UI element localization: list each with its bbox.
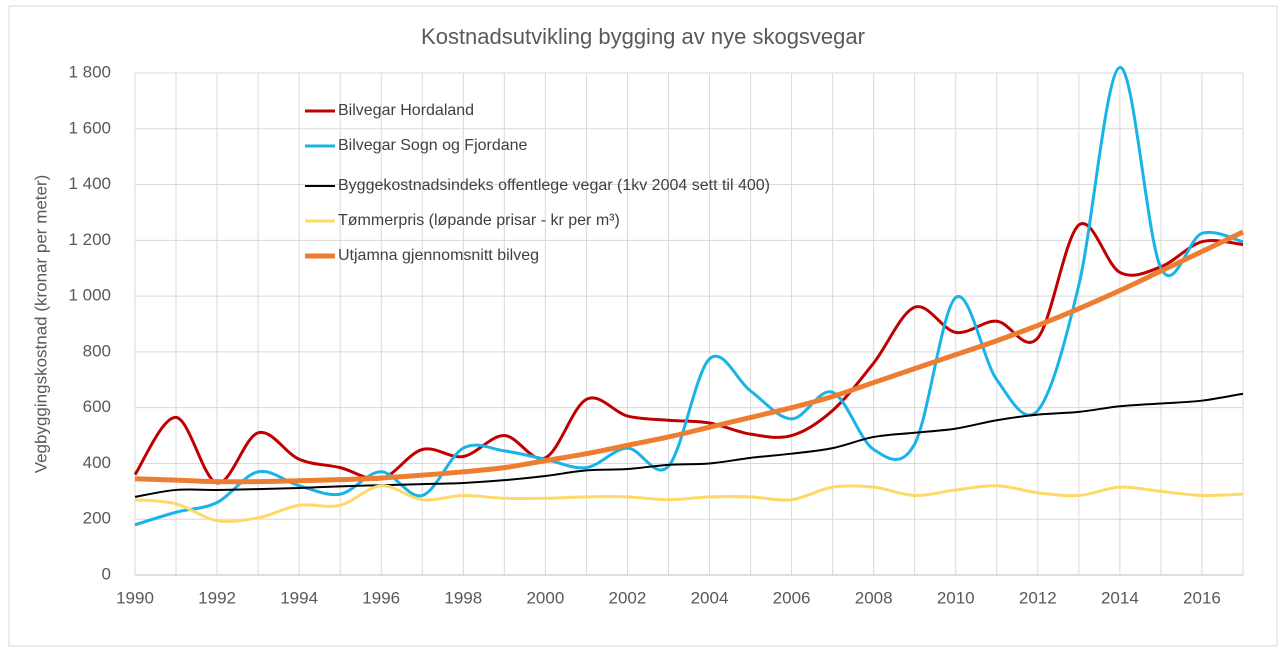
legend-label: Byggekostnadsindeks offentlege vegar (1k…	[338, 177, 770, 194]
legend-label: Utjamna gjennomsnitt bilveg	[338, 247, 539, 264]
x-tick-label: 2014	[1101, 588, 1139, 607]
series-line	[134, 229, 1245, 485]
x-tick-label: 2008	[855, 588, 893, 607]
y-tick-label: 400	[83, 453, 111, 472]
y-tick-label: 1 000	[68, 286, 111, 305]
x-tick-label: 1992	[198, 588, 236, 607]
series-line	[134, 392, 1244, 498]
y-tick-label: 800	[83, 341, 111, 360]
y-tick-label: 1 800	[68, 62, 111, 81]
x-tick-label: 2002	[609, 588, 647, 607]
y-tick-label: 200	[83, 509, 111, 528]
y-axis-label: Vegbyggingskostnad (kronar per meter)	[31, 175, 50, 474]
y-tick-label: 1 600	[68, 118, 111, 137]
x-tick-label: 2004	[691, 588, 729, 607]
x-tick-label: 1996	[362, 588, 400, 607]
y-tick-label: 0	[102, 564, 111, 583]
chart-border	[8, 5, 1278, 647]
legend-label: Bilvegar Sogn og Fjordane	[338, 137, 528, 154]
legend-label: Bilvegar Hordaland	[338, 102, 474, 119]
x-tick-label: 2012	[1019, 588, 1057, 607]
y-tick-label: 1 400	[68, 174, 111, 193]
x-tick-label: 1990	[116, 588, 154, 607]
x-tick-label: 2006	[773, 588, 811, 607]
x-tick-label: 1998	[444, 588, 482, 607]
series-line	[134, 65, 1244, 527]
legend-label: Tømmerpris (løpande prisar - kr per m³)	[338, 212, 620, 229]
x-tick-label: 1994	[280, 588, 318, 607]
x-tick-label: 2016	[1183, 588, 1221, 607]
chart-title: Kostnadsutvikling bygging av nye skogsve…	[421, 24, 865, 49]
x-tick-label: 2000	[526, 588, 564, 607]
y-tick-label: 600	[83, 397, 111, 416]
x-tick-label: 2010	[937, 588, 975, 607]
y-tick-label: 1 200	[68, 230, 111, 249]
series-line	[133, 221, 1244, 485]
series-line	[134, 484, 1244, 524]
